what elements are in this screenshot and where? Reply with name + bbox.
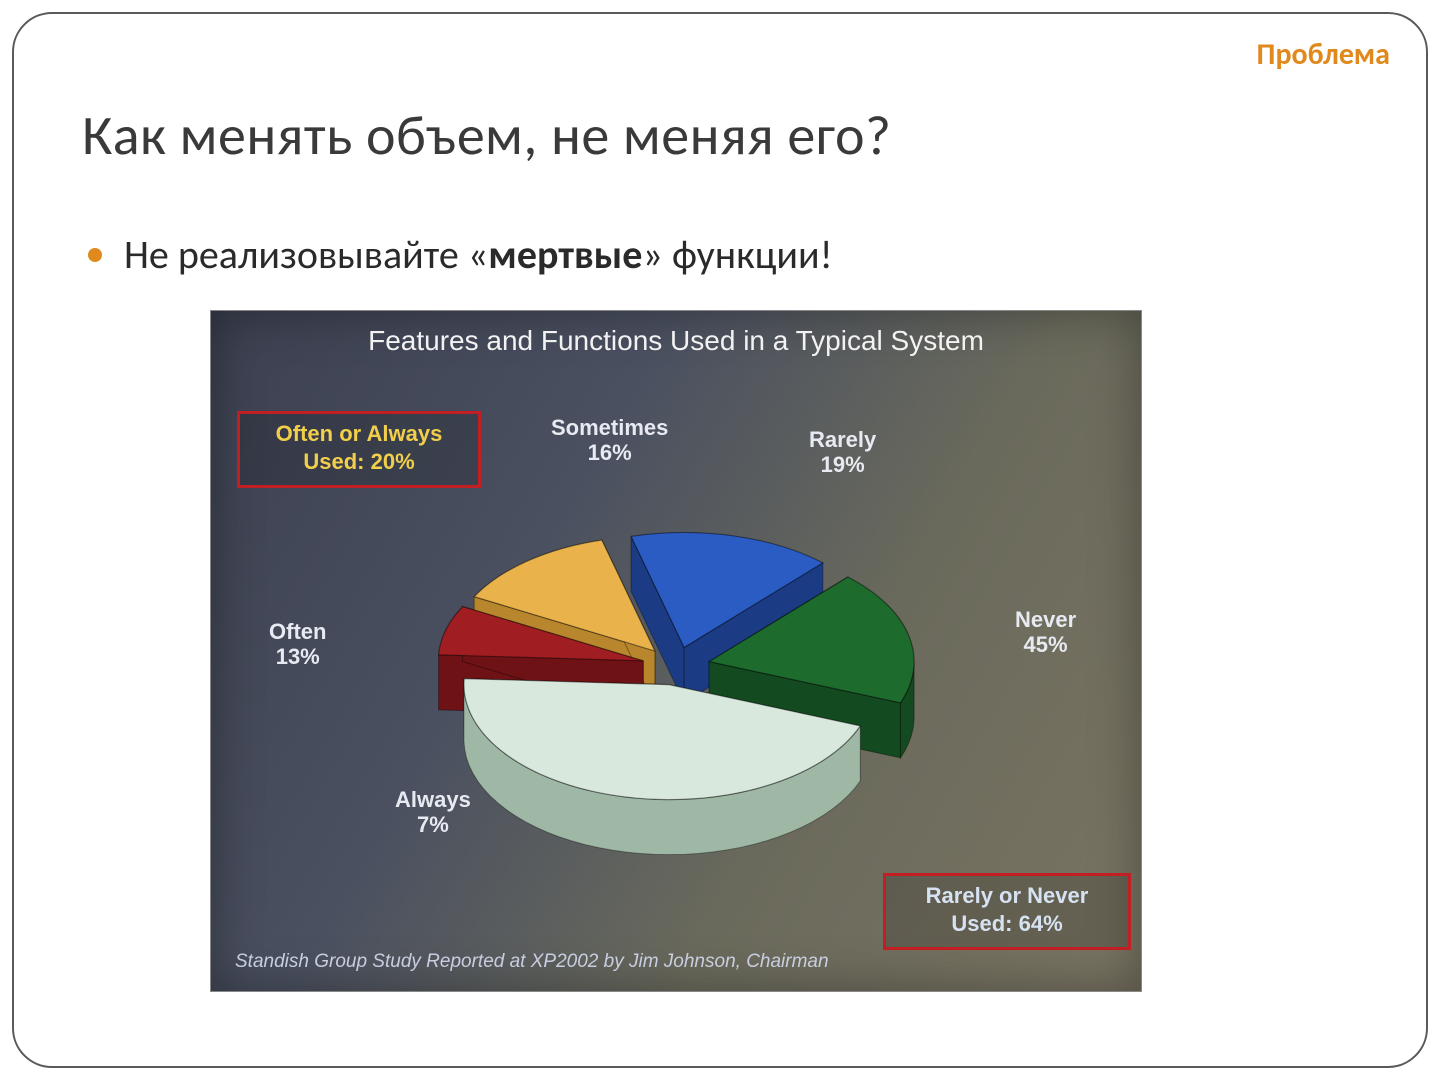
bullet-bold: мертвые — [488, 230, 642, 279]
bullet-text: Не реализовывайте «мертвые» функции! — [124, 230, 833, 279]
callout-line1: Often or Always — [252, 420, 466, 448]
slice-name: Always — [395, 787, 471, 812]
slice-pct: 13% — [269, 644, 326, 669]
bullet-row: Не реализовывайте «мертвые» функции! — [88, 230, 833, 279]
slice-label-often: Often 13% — [269, 619, 326, 670]
bullet-suffix: » функции! — [642, 230, 832, 279]
corner-tag: Проблема — [1257, 36, 1390, 73]
slice-pct: 16% — [551, 440, 668, 465]
slide-frame: Проблема Как менять объем, не меняя его?… — [12, 12, 1428, 1068]
slice-label-always: Always 7% — [395, 787, 471, 838]
slice-pct: 45% — [1015, 632, 1076, 657]
slice-name: Never — [1015, 607, 1076, 632]
slice-label-sometimes: Sometimes 16% — [551, 415, 668, 466]
slice-pct: 19% — [809, 452, 876, 477]
chart-attribution: Standish Group Study Reported at XP2002 … — [235, 951, 829, 973]
slice-label-rarely: Rarely 19% — [809, 427, 876, 478]
page-title: Как менять объем, не меняя его? — [82, 102, 891, 170]
slice-name: Often — [269, 619, 326, 644]
slice-name: Rarely — [809, 427, 876, 452]
slice-label-never: Never 45% — [1015, 607, 1076, 658]
callout-line1: Rarely or Never — [898, 882, 1116, 910]
chart-container: Features and Functions Used in a Typical… — [210, 310, 1142, 992]
chart-title: Features and Functions Used in a Typical… — [211, 325, 1141, 357]
bullet-dot-icon — [88, 248, 102, 262]
bullet-prefix: Не реализовывайте « — [124, 230, 488, 279]
slice-pct: 7% — [395, 812, 471, 837]
callout-line2: Used: 20% — [252, 448, 466, 476]
callout-rarely-never: Rarely or Never Used: 64% — [883, 873, 1131, 950]
callout-line2: Used: 64% — [898, 910, 1116, 938]
pie-chart — [281, 441, 1071, 911]
callout-often-always: Often or Always Used: 20% — [237, 411, 481, 488]
slice-name: Sometimes — [551, 415, 668, 440]
